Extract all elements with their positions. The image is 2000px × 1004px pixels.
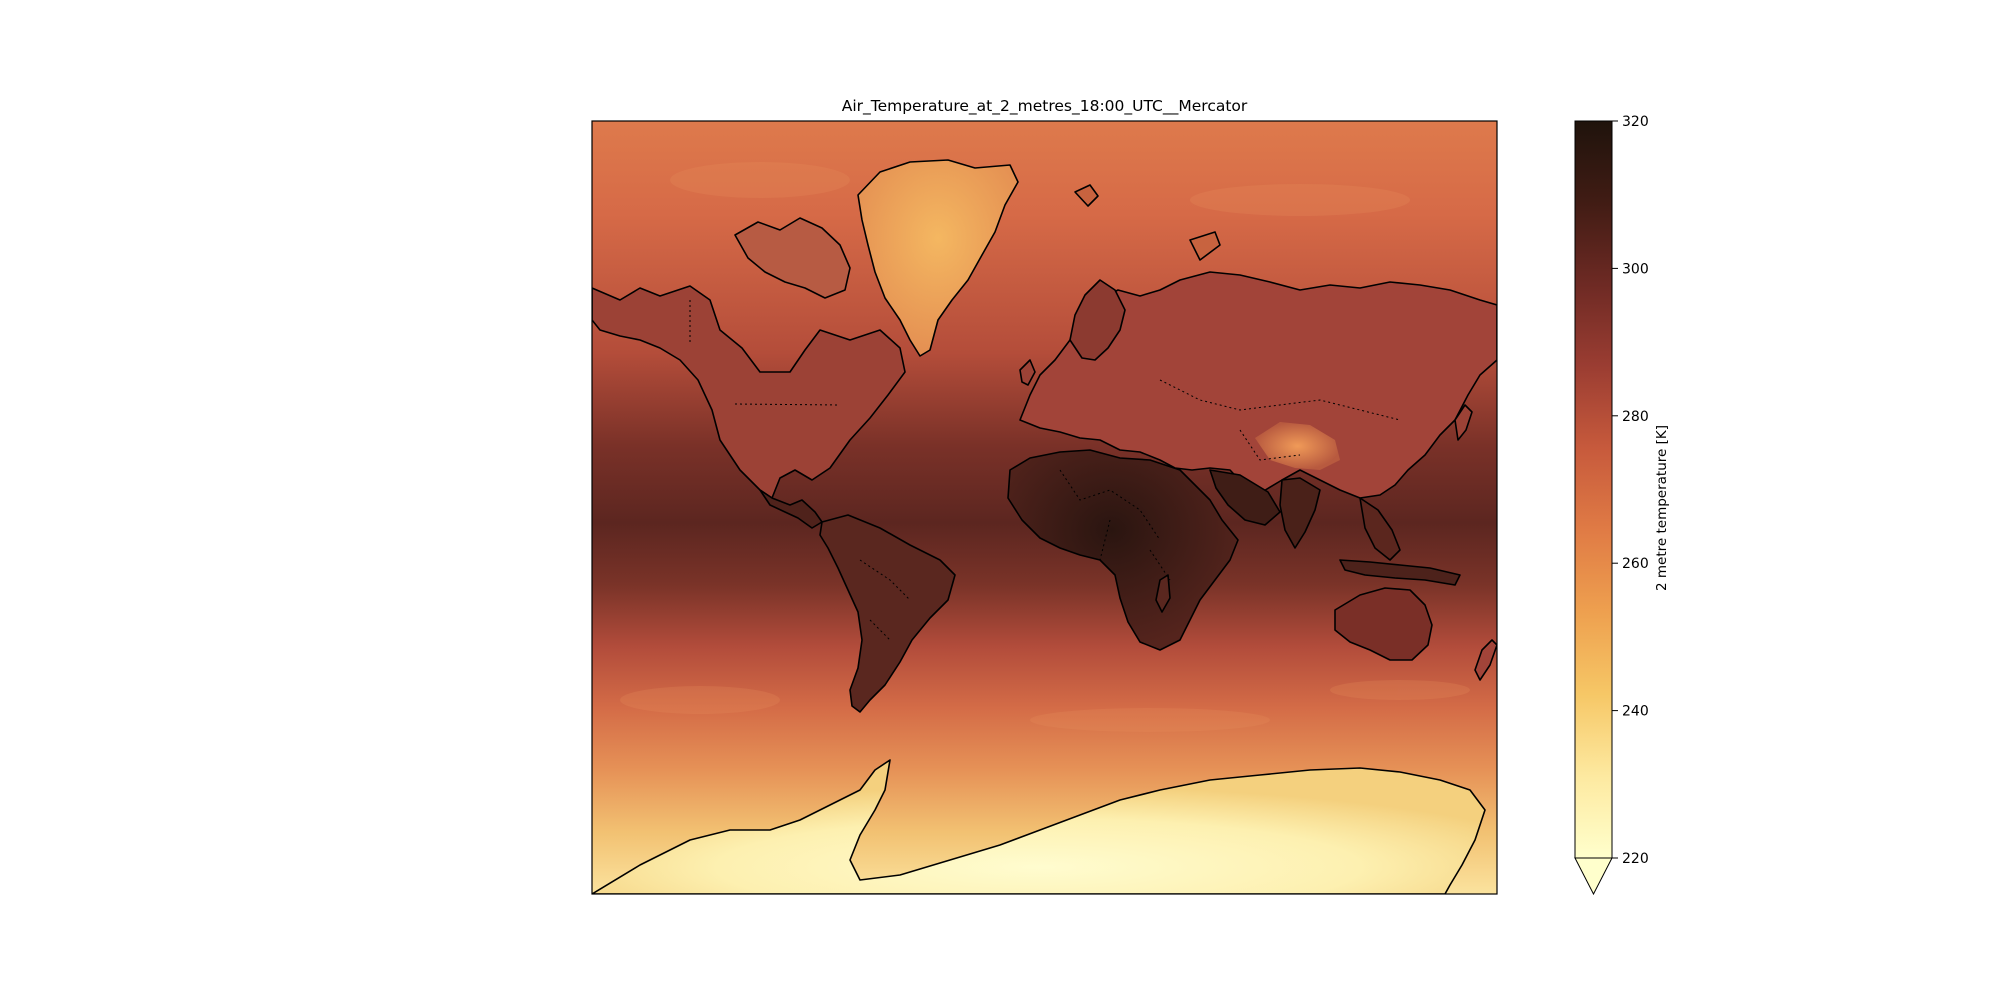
land-masses bbox=[592, 159, 1497, 894]
border-south-america-interior bbox=[859, 559, 911, 641]
arabia-land bbox=[1209, 469, 1281, 526]
colorbar-tick-label: 260 bbox=[1622, 556, 1649, 572]
country-borders bbox=[689, 300, 1401, 641]
cloud-streak bbox=[1190, 184, 1410, 216]
border-asia-interior bbox=[1159, 379, 1401, 461]
europe-asia-land bbox=[1019, 271, 1497, 499]
new-zealand-land bbox=[1474, 639, 1497, 681]
india-land bbox=[1279, 477, 1321, 549]
novaya-zemlya-land bbox=[1189, 231, 1221, 261]
cloud-streak bbox=[620, 686, 780, 714]
south-america-land bbox=[819, 514, 956, 713]
indonesia-land bbox=[1339, 559, 1461, 586]
uk-land bbox=[1019, 359, 1036, 386]
antarctica-land bbox=[592, 759, 1486, 894]
canadian-arctic-land bbox=[734, 217, 851, 299]
svalbard-land bbox=[1074, 184, 1099, 207]
map-frame bbox=[591, 120, 1498, 895]
colorbar-tick-label: 240 bbox=[1622, 704, 1649, 720]
colorbar-extend-triangle bbox=[1574, 857, 1613, 896]
map-panel bbox=[592, 121, 1497, 894]
colorbar-ticks: 220 240 260 280 300 320 bbox=[1612, 114, 1649, 867]
southeast-asia-land bbox=[1359, 497, 1401, 561]
africa-land bbox=[1007, 449, 1239, 651]
colorbar-tick-label: 300 bbox=[1622, 261, 1649, 277]
colorbar-label: 2 metre temperature [K] bbox=[1654, 425, 1670, 591]
cloud-streak bbox=[670, 162, 850, 198]
cloud-streaks bbox=[620, 162, 1470, 732]
colorbar-fill bbox=[1574, 120, 1613, 859]
japan-land bbox=[1454, 404, 1473, 441]
australia-land bbox=[1334, 587, 1433, 661]
colorbar: 220 240 260 280 300 320 2 metre temperature [… bbox=[1574, 114, 1670, 896]
cloud-streak bbox=[1330, 680, 1470, 700]
colorbar-tick-label: 220 bbox=[1622, 851, 1649, 867]
colorbar-tick-label: 320 bbox=[1622, 114, 1649, 130]
colorbar-tick-label: 280 bbox=[1622, 409, 1649, 425]
tibet-plateau bbox=[1255, 422, 1340, 470]
scandinavia-land bbox=[1069, 279, 1126, 361]
north-america-land bbox=[592, 285, 906, 499]
greenland-land bbox=[857, 159, 1019, 357]
map-title: Air_Temperature_at_2_metres_18:00_UTC__M… bbox=[841, 97, 1248, 115]
border-africa-interior bbox=[1059, 469, 1171, 581]
cloud-streak bbox=[1030, 708, 1270, 732]
